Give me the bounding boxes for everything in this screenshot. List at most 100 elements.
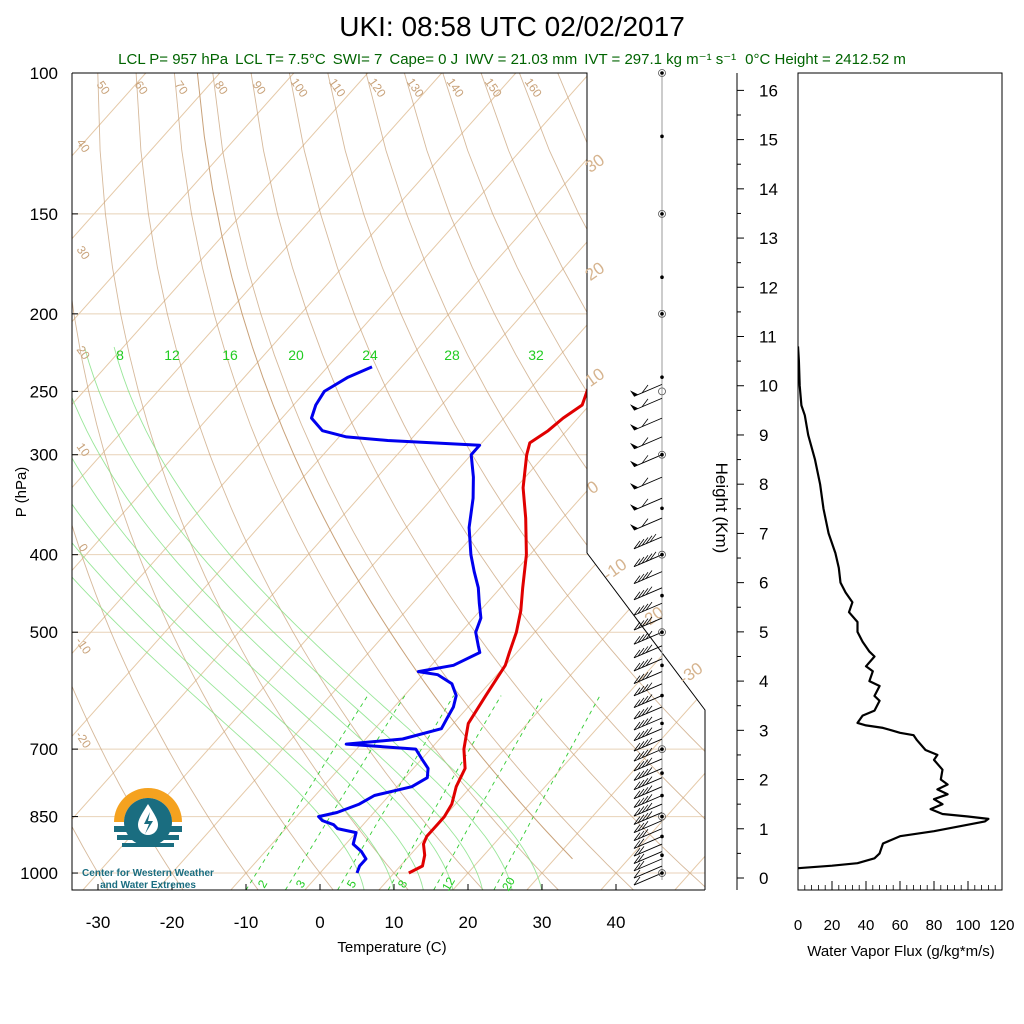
x-tick-label: -10 [234,913,259,932]
mixing-ratio-label: 12 [164,347,180,363]
dry-adiabat-line [173,73,559,890]
wind-barb-feather [637,589,645,599]
wind-calm-circle [658,387,666,396]
wind-barb-feather [649,551,657,561]
height-tick-label: 3 [759,721,768,740]
wind-barb-feather [637,720,645,729]
zero-height-text: 0°C Height = 2412.52 m [745,51,906,68]
height-tick-label: 14 [759,180,778,199]
wind-barb-feather [633,732,641,741]
wind-barb-feather [637,605,645,614]
wind-barb-feather [633,649,641,659]
wind-barb-feather [645,737,653,747]
wind-barb-feather [649,533,657,543]
wind-level-dot [660,506,664,511]
isotherm-line [72,73,665,890]
wind-barb-feather [645,757,653,767]
wind-barb-feather [641,718,649,727]
isotherm-line [72,73,591,890]
isotherm-line [378,73,705,890]
isotherm-line [72,73,517,890]
wind-barb-shaft [633,417,663,431]
wind-barb-feather [641,787,649,796]
wind-barb-shaft [633,872,663,886]
wind-barb-feather [641,588,649,597]
iwv-text: IWV = 21.03 mm [465,51,577,68]
moist-adiabat-line [84,346,513,890]
wind-barb-feather [641,537,649,546]
wind-barb-feather [641,778,649,787]
wind-barb-feather [645,747,653,757]
wind-barb-shaft [633,397,663,411]
logo-text-line1: Center for Western Weather [82,868,214,879]
height-tick-label: 11 [759,328,777,347]
isotherm-label: 20 [582,258,608,284]
wind-barb-feather [641,707,649,716]
height-tick-label: 1 [759,820,768,839]
wind-barb-feather [645,570,653,579]
flux-x-tick-label: 80 [926,917,943,934]
dry-adiabat-line [250,73,705,890]
wind-barb-feather [645,616,653,626]
temperature-line [408,364,604,875]
wind-calm-circle [658,745,666,754]
adiabat-label: 50 [94,78,113,97]
wind-barb-feather [641,632,649,642]
moist-adiabat-line [72,346,424,890]
height-tick-label: 0 [759,869,768,888]
adiabat-label: 150 [482,75,505,100]
height-axis-label: Height (Km) [712,463,731,554]
logo-water-band-2 [117,835,179,840]
logo-text-line2: and Water Extremes [100,880,196,891]
wind-barb-feather [633,816,641,825]
dry-adiabat-line [749,73,1024,890]
adiabat-label: 70 [172,78,191,97]
wind-barb-feather [645,535,653,544]
logo-bolt-icon [144,812,153,834]
wind-barb-feather [641,618,649,627]
wind-barb-feather [633,832,641,841]
wind-barb-shaft [633,865,663,879]
wind-barb-feather [641,398,649,408]
wind-barb-feather [633,591,641,601]
wind-barbs [630,69,666,886]
wind-barb-feather [641,821,649,830]
wind-barb-feather [633,824,641,833]
dry-adiabat-line [135,73,484,890]
wind-level-dot [660,375,664,379]
wind-barb-feather [641,695,649,705]
mixing-ratio-line [387,695,502,890]
adiabat-label: 60 [132,78,151,97]
wind-barb-feather [645,767,653,776]
height-tick-label: 16 [759,81,778,100]
chart-title: UKI: 08:58 UTC 02/02/2017 [339,11,685,42]
isotherm-line [304,73,705,890]
wind-barb-shaft [633,383,663,397]
wind-calm-circle [658,812,666,821]
wind-barb-feather [633,687,641,697]
p-tick-label: 300 [30,446,58,465]
wind-barb-feather [637,860,645,870]
dry-adiabat-line [633,73,705,890]
wind-barb-feather [645,630,653,640]
isotherm-line [72,73,443,890]
wind-barb-feather [645,811,653,820]
adiabat-label: 80 [212,78,231,97]
wind-barb-flag [630,524,638,531]
wind-level-dot [660,771,664,775]
wind-calm-circle [658,450,666,459]
wind-barb-feather [645,553,653,562]
adiabat-side-label: 40 [74,136,93,155]
isotherm-label: 0 [584,477,603,498]
wind-barb-feather [641,603,649,613]
cape-text: Cape= 0 J [389,51,458,68]
cw3e-logo: Center for Western Weather and Water Ext… [82,788,214,891]
wind-barb-feather [637,806,645,815]
p-tick-label: 850 [30,808,58,827]
height-tick-label: 7 [759,524,768,543]
wind-barb-feather [641,646,649,655]
wind-level-dot [660,134,664,139]
wind-barb-feather [641,684,649,693]
